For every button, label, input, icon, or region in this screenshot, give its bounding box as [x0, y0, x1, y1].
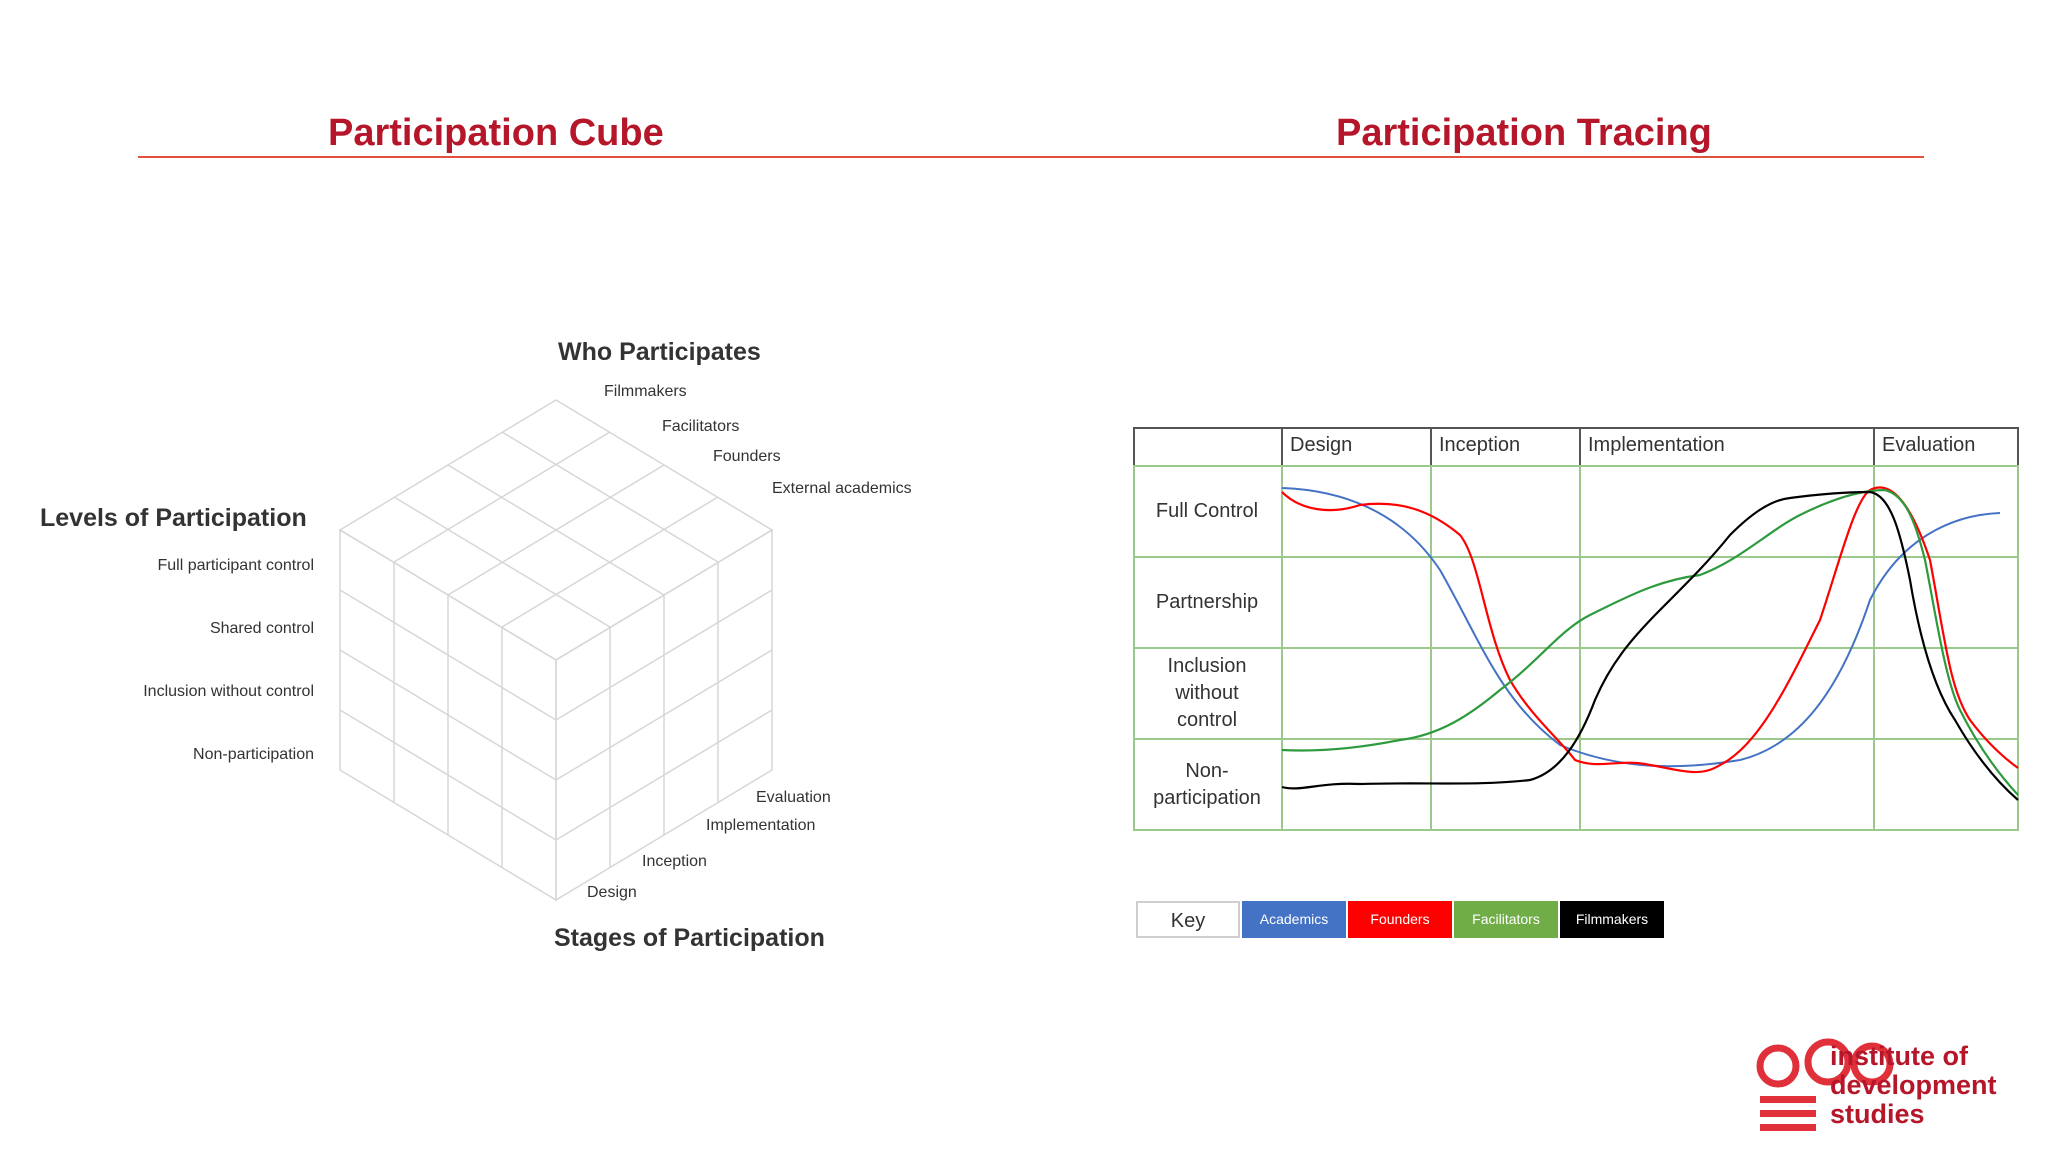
tracing-stage-evaluation: Evaluation — [1882, 434, 1976, 456]
stage-label-design: Design — [587, 884, 637, 901]
key-filmmakers: Filmmakers — [1560, 901, 1664, 938]
cube-title: Participation Cube — [328, 112, 664, 154]
stage-label-implementation: Implementation — [706, 817, 816, 834]
title-divider — [138, 156, 1924, 158]
key-founders: Founders — [1348, 901, 1452, 938]
tracing-level-inclusion: Inclusion without control — [1167, 655, 1247, 731]
tracing-level-full-control: Full Control — [1155, 500, 1259, 522]
tracing-level-non-participation: Non-participation — [1153, 759, 1261, 809]
tracing-title: Participation Tracing — [1336, 112, 1712, 154]
level-label-non-participation: Non-participation — [193, 746, 314, 763]
levels-heading: Levels of Participation — [40, 504, 307, 532]
tracing-stage-design: Design — [1290, 434, 1353, 456]
stages-heading: Stages of Participation — [554, 924, 825, 952]
key-facilitators: Facilitators — [1454, 901, 1558, 938]
level-label-shared-control: Shared control — [209, 620, 314, 637]
who-participates-heading: Who Participates — [558, 338, 761, 366]
who-label-founders: Founders — [713, 448, 781, 465]
who-label-facilitators: Facilitators — [662, 418, 740, 435]
facilitators-curve — [1281, 488, 2019, 796]
stage-label-evaluation: Evaluation — [756, 789, 831, 806]
who-label-external-academics: External academics — [772, 480, 912, 497]
tracing-stage-inception: Inception — [1439, 434, 1521, 456]
ids-logo-text: institute of development studies — [1830, 1042, 1997, 1129]
tracing-level-partnership: Partnership — [1155, 591, 1259, 613]
logo-line-3: studies — [1830, 1099, 1925, 1129]
who-label-filmmakers: Filmmakers — [604, 383, 687, 400]
filmmakers-curve — [1281, 490, 2019, 801]
tracing-stage-implementation: Implementation — [1588, 434, 1725, 456]
logo-line-2: development — [1830, 1070, 1997, 1100]
stage-label-inception: Inception — [642, 853, 707, 870]
level-label-full-control: Full participant control — [157, 557, 314, 574]
level-label-inclusion: Inclusion without control — [143, 683, 314, 700]
logo-line-1: institute of — [1830, 1041, 1968, 1071]
key-academics: Academics — [1242, 901, 1346, 938]
founders-curve — [1281, 486, 2019, 774]
key-label: Key — [1136, 901, 1240, 938]
